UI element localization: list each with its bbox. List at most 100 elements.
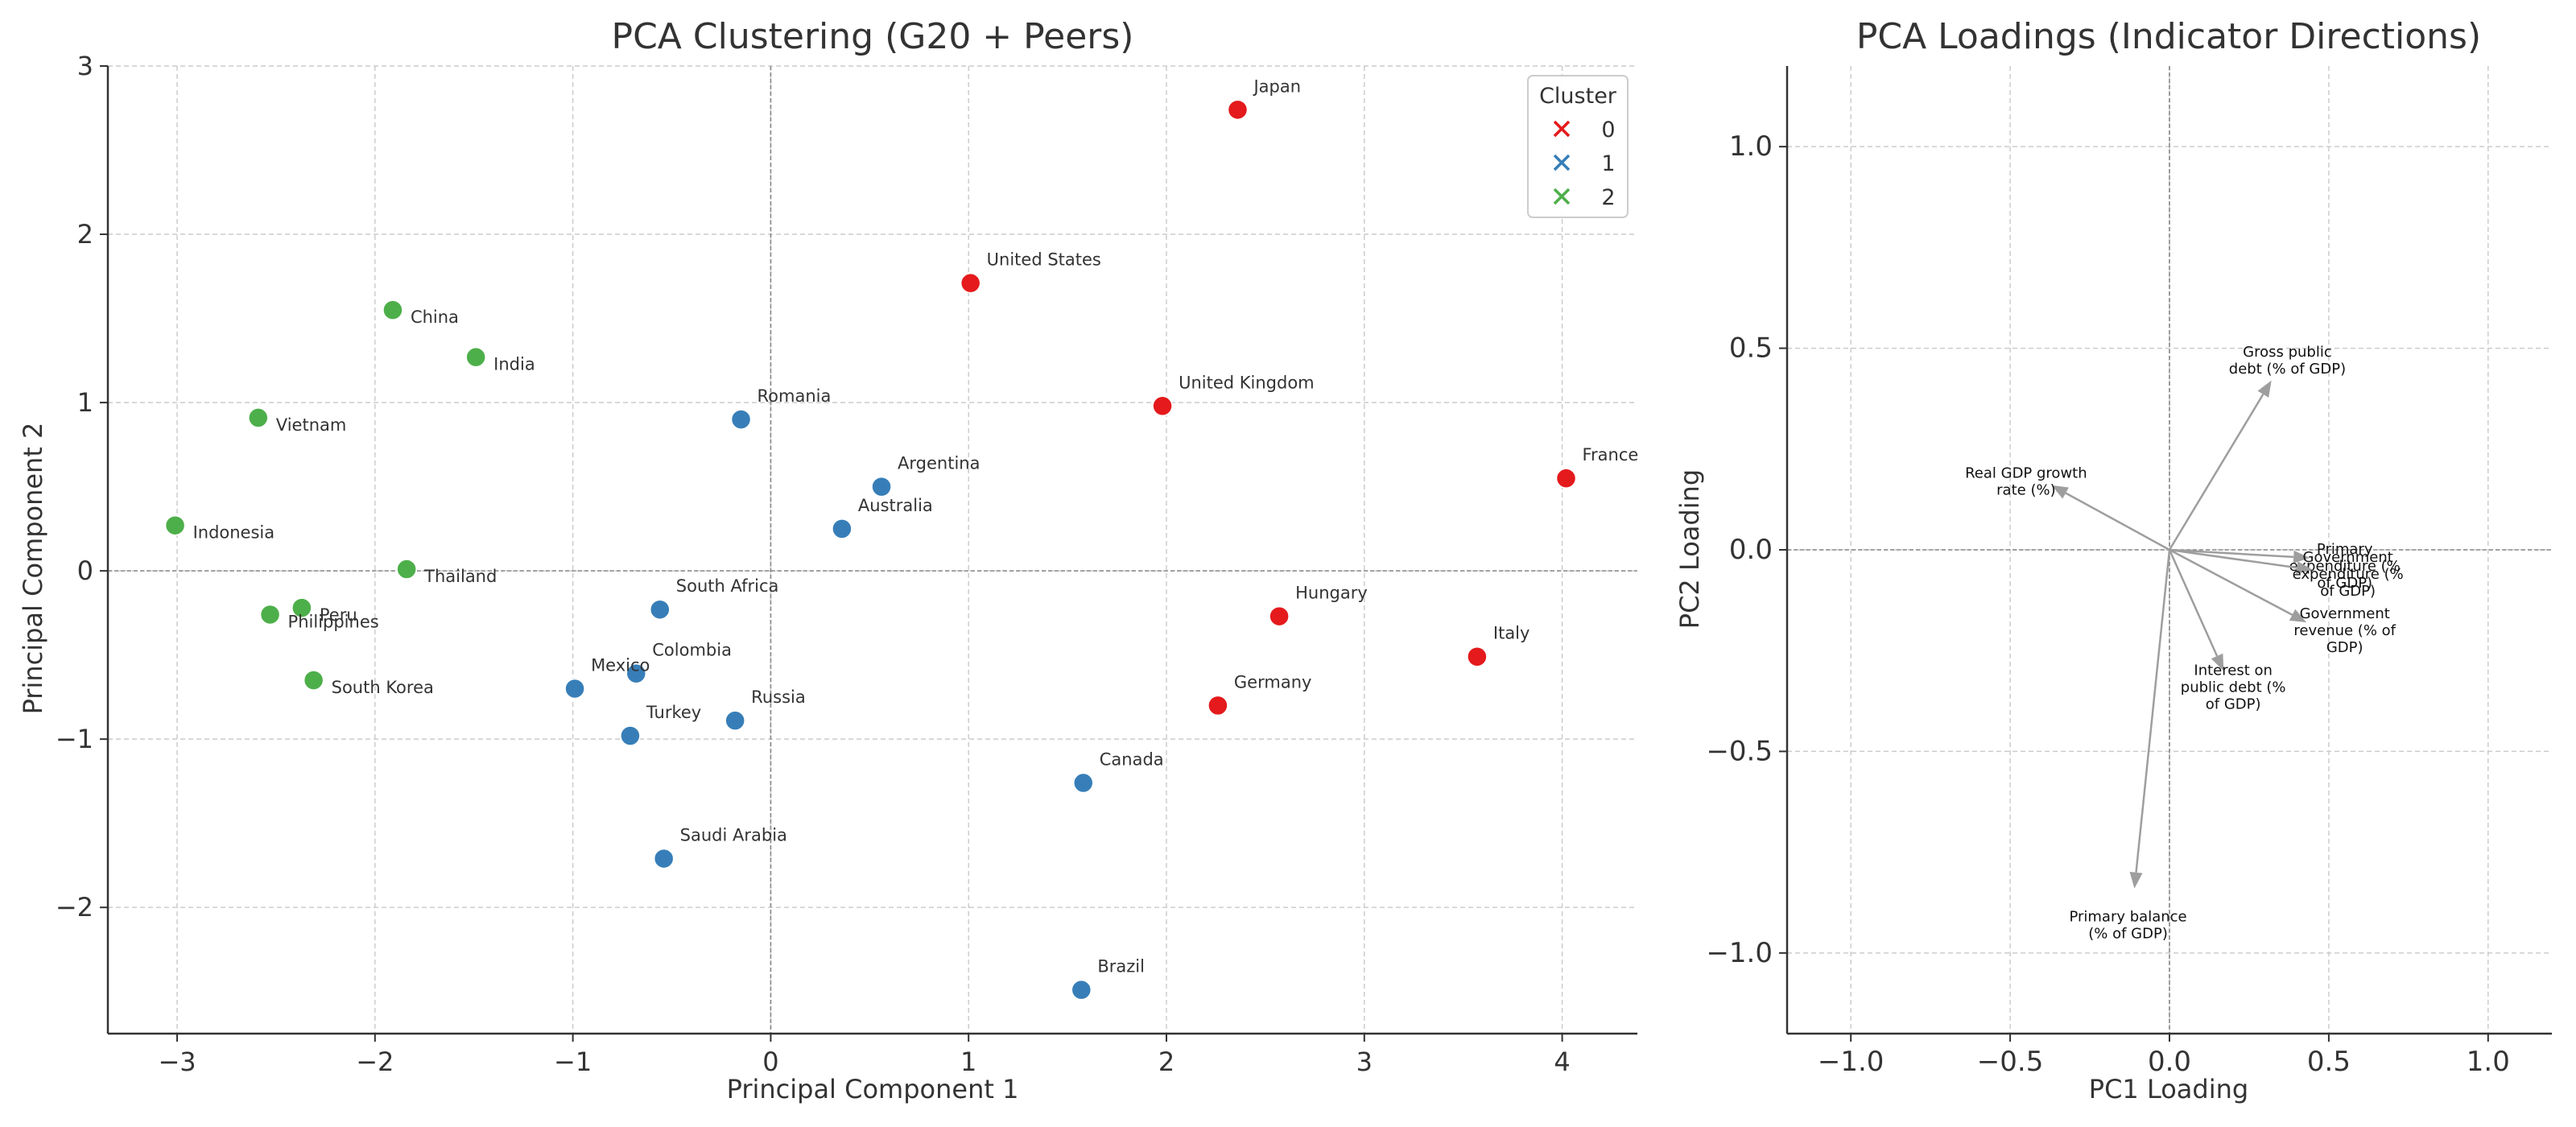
loading-arrow	[2169, 548, 2297, 569]
loading-label: Government revenue (% of GDP)	[2293, 605, 2396, 656]
country-point	[653, 848, 675, 869]
country-point	[724, 710, 745, 731]
country-point	[396, 559, 417, 580]
loading-arrow	[2065, 492, 2170, 551]
country-point	[1152, 395, 1173, 417]
y-tick-label: 1.0	[1729, 130, 1773, 163]
country-label: Germany	[1234, 672, 1312, 691]
x-tick-label: 0.5	[2307, 1046, 2351, 1078]
loading-label: Interest on public debt (% of GDP)	[2181, 662, 2286, 712]
clustering-y-axis-label: Principal Component 2	[18, 423, 48, 715]
country-label: South Korea	[332, 678, 434, 697]
loading-label-line: rate (%)	[1996, 481, 2055, 498]
country-point	[564, 678, 585, 700]
loading-arrow	[2169, 548, 2293, 616]
country-point	[1269, 605, 1290, 627]
clustering-x-ticks: −3 −2 −1 0 1 2 3 4	[158, 1034, 1571, 1077]
loading-label: Primary balance (% of GDP)	[2069, 908, 2186, 942]
loading-arrow	[2135, 549, 2171, 873]
pca-loadings-chart: PCA Loadings (Indicator Directions) −1.0…	[1674, 16, 2552, 1104]
country-point	[1071, 979, 1092, 1001]
y-tick-label: −0.5	[1706, 735, 1773, 767]
loading-label-line: (% of GDP)	[2088, 925, 2168, 942]
country-point	[248, 407, 269, 428]
loading-label: Real GDP growth rate (%)	[1965, 464, 2087, 498]
clustering-axes	[106, 66, 1637, 1035]
loading-label: Primary expenditure (% of GDP)	[2289, 541, 2401, 592]
country-label: Italy	[1493, 624, 1530, 643]
x-tick-label: 1.0	[2467, 1046, 2510, 1078]
country-label: Japan	[1252, 76, 1301, 96]
y-tick-label: 0	[77, 555, 93, 586]
x-tick-label: −2	[356, 1046, 394, 1077]
country-label: Russia	[751, 687, 806, 707]
country-label: Philippines	[288, 612, 379, 631]
country-point	[832, 518, 852, 539]
country-point	[465, 346, 486, 368]
country-point	[650, 599, 671, 620]
country-label: Indonesia	[193, 523, 275, 543]
loading-arrow	[2168, 394, 2264, 551]
loading-arrowhead	[2129, 871, 2143, 889]
x-tick-label: 3	[1356, 1046, 1373, 1077]
country-point	[259, 604, 281, 625]
loading-label-line: expenditure (%	[2289, 558, 2401, 575]
loading-arrowhead	[2211, 653, 2224, 671]
country-label: Saudi Arabia	[680, 826, 787, 845]
country-label: Brazil	[1097, 957, 1145, 976]
pca-clustering-chart: PCA Clustering (G20 + Peers) −3 −2 −1 0 1 2 3 4…	[18, 16, 1638, 1104]
country-point	[960, 272, 981, 294]
country-point	[1467, 646, 1488, 667]
legend-marker	[1553, 120, 1571, 138]
y-tick-label: −1.0	[1706, 937, 1773, 969]
country-label: Turkey	[646, 703, 701, 722]
legend-marker	[1553, 154, 1571, 171]
legend-label: 1	[1601, 151, 1615, 176]
clustering-chart-title: PCA Clustering (G20 + Peers)	[612, 16, 1134, 57]
country-point	[871, 476, 892, 497]
cluster-legend: Cluster 0 1 2	[1527, 75, 1629, 218]
country-point	[382, 299, 403, 320]
country-point	[1208, 695, 1228, 716]
country-label: Colombia	[652, 641, 732, 660]
loading-label-line: of GDP)	[2320, 583, 2376, 600]
country-label: Peru	[320, 605, 357, 625]
y-tick-label: 1	[77, 387, 93, 418]
loadings-x-axis-label: PC1 Loading	[2089, 1074, 2248, 1104]
y-tick-label: −1	[56, 724, 93, 754]
country-point	[1073, 772, 1094, 794]
country-point	[620, 725, 641, 746]
loading-vectors: Gross public debt (% of GDP) Real GDP grow…	[1965, 344, 2404, 942]
country-label: Australia	[858, 496, 933, 515]
x-tick-label: 1	[960, 1046, 976, 1077]
y-tick-label: 0.5	[1729, 332, 1773, 365]
country-label: South Africa	[676, 576, 779, 596]
country-label: Canada	[1100, 750, 1164, 770]
country-label: United States	[987, 250, 1101, 270]
loading-label-line: revenue (% of	[2293, 622, 2396, 639]
legend-marker	[1553, 188, 1571, 205]
x-tick-label: 2	[1158, 1046, 1174, 1077]
country-label: Mexico	[591, 655, 650, 675]
loadings-y-axis-label: PC2 Loading	[1674, 469, 1705, 629]
clustering-x-axis-label: Principal Component 1	[727, 1074, 1019, 1104]
country-label: China	[411, 308, 459, 327]
loading-label-line: public debt (%	[2181, 679, 2286, 696]
x-tick-label: −1.0	[1818, 1046, 1885, 1078]
loading-arrowhead	[2296, 561, 2314, 575]
loading-arrow	[2168, 549, 2219, 657]
country-label: Romania	[758, 386, 832, 406]
loading-arrowhead	[2289, 609, 2307, 623]
clustering-gridlines	[108, 65, 1637, 1034]
country-point	[164, 514, 186, 536]
loading-label-line: Primary balance	[2069, 908, 2186, 925]
loading-arrowhead	[2051, 485, 2069, 499]
country-label: Thailand	[423, 567, 497, 586]
loading-label-line: Gross public	[2243, 344, 2332, 361]
loading-label-line: expenditure (%	[2293, 566, 2404, 583]
legend-entries: 0 1 2	[1553, 118, 1616, 210]
x-tick-label: −1	[554, 1046, 592, 1077]
clustering-y-ticks: −2 −1 0 1 2 3	[56, 51, 108, 923]
x-tick-label: 0	[762, 1046, 778, 1077]
x-tick-label: 4	[1554, 1046, 1570, 1077]
